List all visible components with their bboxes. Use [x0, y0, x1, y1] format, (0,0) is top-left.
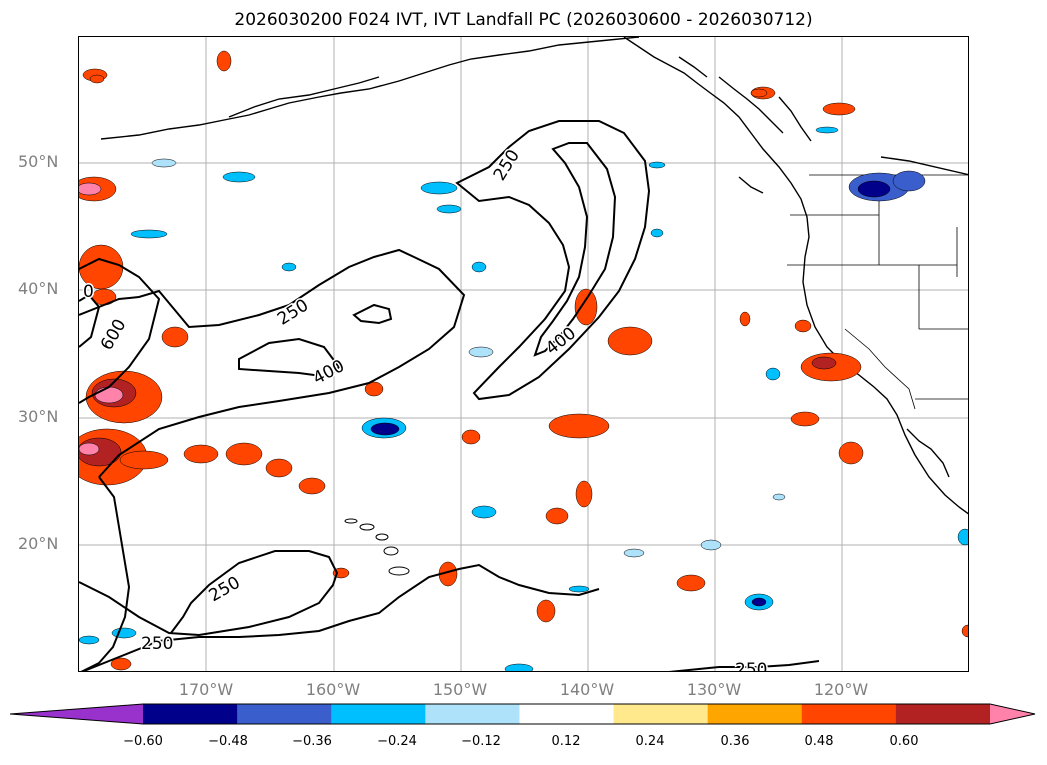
contour-label-250-north: 250 — [490, 146, 524, 184]
colorbar-segment — [707, 704, 803, 724]
colorbar-tick: −0.12 — [461, 734, 501, 749]
colorbar-segment — [801, 704, 897, 724]
state-borders — [787, 174, 968, 410]
lat-label-50n: 50°N — [18, 152, 59, 171]
colorbar-tick: 0.60 — [889, 734, 919, 749]
contour-label-250-center: 250 — [274, 295, 312, 329]
colorbar-segment — [237, 704, 332, 724]
colorbar-segment — [143, 704, 238, 724]
colorbar-tick: −0.48 — [208, 734, 248, 749]
colorbar — [10, 703, 1036, 725]
ivt-contours — [79, 120, 820, 671]
negative-pc-regions — [79, 126, 968, 671]
lon-label-170w: 170°W — [178, 680, 234, 699]
gridlines — [79, 37, 968, 671]
lon-label-140w: 140°W — [559, 680, 615, 699]
contour-label-250-bottom: 250 — [735, 660, 767, 672]
colorbar-tick: 0.48 — [804, 734, 834, 749]
colorbar-extend-high — [990, 704, 1035, 724]
contour-label-600-west: 600 — [97, 316, 131, 354]
colorbar-segment — [425, 704, 520, 724]
colorbar-segment — [331, 704, 426, 724]
colorbar-tick: −0.36 — [292, 734, 332, 749]
lat-label-20n: 20°N — [18, 534, 59, 553]
figure-title: 2026030200 F024 IVT, IVT Landfall PC (20… — [234, 10, 813, 30]
colorbar-segments — [10, 704, 1035, 724]
contour-labels: 250 250 400 600 400 250 250 250 0 — [82, 145, 769, 672]
lon-label-130w: 130°W — [686, 680, 742, 699]
contour-label-400-center: 400 — [310, 356, 348, 389]
colorbar-tick: 0.36 — [720, 734, 750, 749]
colorbar-tick: −0.24 — [377, 734, 417, 749]
colorbar-segment — [895, 704, 991, 724]
map-canvas: 250 250 400 600 400 250 250 250 0 — [79, 37, 968, 672]
colorbar-segment — [519, 704, 615, 724]
colorbar-tick: 0.24 — [635, 734, 665, 749]
positive-pc-regions — [79, 50, 968, 671]
contour-label-250-sw: 250 — [141, 634, 173, 654]
colorbar-segment — [613, 704, 709, 724]
map-panel[interactable]: 250 250 400 600 400 250 250 250 0 — [78, 36, 969, 672]
lat-label-30n: 30°N — [18, 407, 59, 426]
coastline — [100, 37, 968, 515]
contour-label-250-south: 250 — [206, 573, 244, 607]
colorbar-extend-low — [10, 704, 143, 724]
lat-label-40n: 40°N — [18, 279, 59, 298]
lon-label-150w: 150°W — [432, 680, 488, 699]
colorbar-tick: 0.12 — [551, 734, 581, 749]
hawaii-islands — [344, 518, 410, 576]
lon-label-160w: 160°W — [305, 680, 361, 699]
lon-label-120w: 120°W — [813, 680, 869, 699]
colorbar-tick: −0.60 — [123, 734, 163, 749]
contour-label-0-edge: 0 — [83, 282, 94, 302]
